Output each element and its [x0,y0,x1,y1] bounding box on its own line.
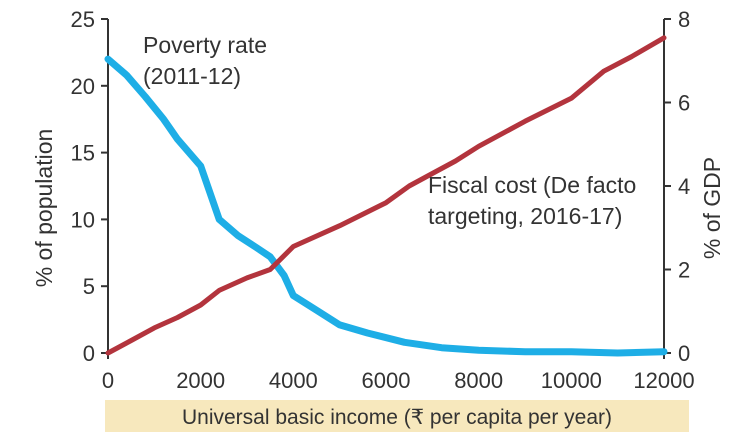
right-axis-title: % of GDP [699,157,725,259]
left-tick-label: 10 [71,207,95,232]
poverty-rate-line [104,55,668,357]
annotation-fiscal-line2: targeting, 2016-17) [428,203,622,229]
x-tick-label: 0 [102,368,114,393]
x-tick-label: 10000 [541,368,602,393]
annotation-poverty-line2: (2011-12) [143,63,241,89]
right-tick-label: 8 [678,7,690,32]
ticks-group: 0 5 10 15 20 25 0 2 4 6 8 0 2000 4000 6000 8000 10000 120… [71,7,695,393]
right-tick-label: 0 [678,341,690,366]
right-tick-label: 4 [678,174,690,199]
x-tick-label: 12000 [633,368,694,393]
annotation-fiscal-line1: Fiscal cost (De facto [428,172,636,198]
left-tick-label: 25 [71,7,95,32]
left-tick-label: 15 [71,141,95,166]
left-tick-label: 0 [83,341,95,366]
x-tick-label: 6000 [362,368,411,393]
fiscal-cost-line [105,35,667,356]
left-tick-label: 20 [71,74,95,99]
x-tick-label: 4000 [269,368,318,393]
left-tick-label: 5 [83,274,95,299]
x-tick-label: 2000 [176,368,225,393]
x-axis-title: Universal basic income (₹ per capita per… [182,406,612,429]
x-tick-label: 8000 [454,368,503,393]
series-group [104,35,668,357]
xlabel-band [105,400,689,432]
left-axis-title: % of population [31,129,57,288]
right-tick-label: 2 [678,258,690,283]
right-tick-label: 6 [678,91,690,116]
annotation-poverty-line1: Poverty rate [143,32,267,58]
